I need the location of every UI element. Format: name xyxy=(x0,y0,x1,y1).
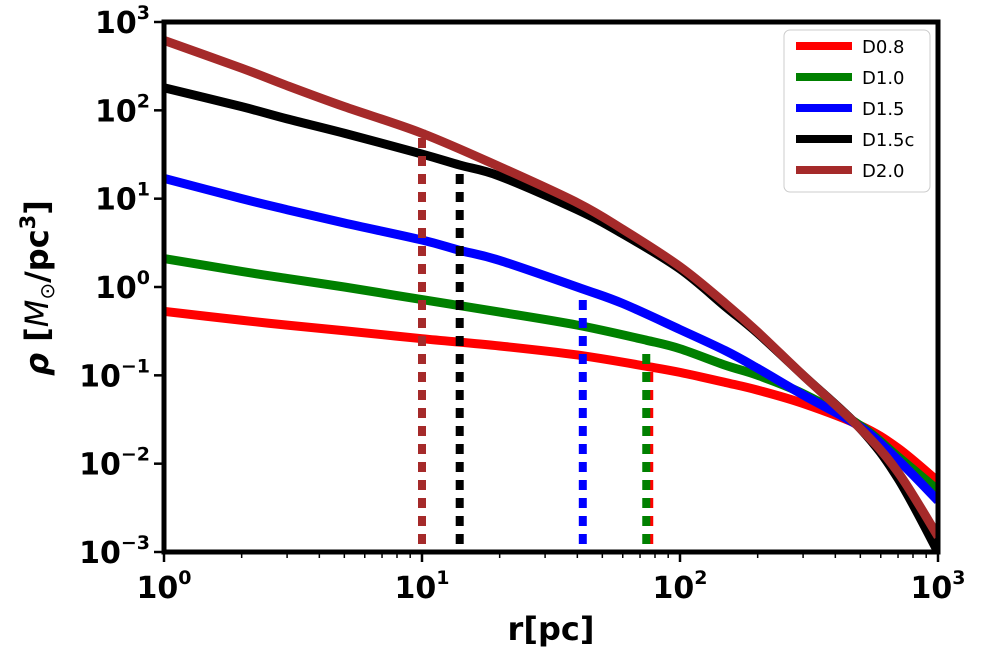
plot-area xyxy=(164,36,938,552)
y-tick-exponent: 1 xyxy=(137,179,150,201)
x-tick-base: 10 xyxy=(137,571,179,606)
y-tick-label: 100 xyxy=(95,267,150,306)
y-axis-label-exp: 3 xyxy=(16,215,40,230)
x-tick-label: 103 xyxy=(911,567,966,606)
series-line-d15 xyxy=(164,173,938,504)
legend-box xyxy=(783,29,931,193)
y-tick-base: 10 xyxy=(95,94,137,129)
y-tick-base: 10 xyxy=(95,183,137,218)
y-axis-label: ρ [M⊙/pc3] xyxy=(16,200,59,376)
y-tick-label: 101 xyxy=(95,179,150,218)
y-tick-exponent: −1 xyxy=(121,355,150,377)
y-tick-base: 10 xyxy=(79,448,121,483)
y-axis-label-m: M xyxy=(18,300,56,328)
y-tick-exponent: 0 xyxy=(137,267,150,289)
y-tick-exponent: −2 xyxy=(121,444,150,466)
legend-label-d15c: D1.5c xyxy=(862,130,914,151)
legend-label-d20: D2.0 xyxy=(862,161,905,182)
y-axis-label-sun: ⊙ xyxy=(35,283,59,300)
y-tick-base: 10 xyxy=(79,359,121,394)
y-tick-base: 10 xyxy=(95,6,137,41)
x-axis-label: r[pc] xyxy=(508,610,595,648)
x-tick-exponent: 3 xyxy=(952,567,965,589)
y-tick-label: 10−1 xyxy=(79,355,150,394)
y-tick-label: 103 xyxy=(95,2,150,41)
x-tick-label: 100 xyxy=(137,567,192,606)
x-tick-base: 10 xyxy=(653,571,695,606)
y-axis-label-open: [ xyxy=(18,327,56,353)
legend-label-d15: D1.5 xyxy=(862,99,905,120)
legend-label-d08: D0.8 xyxy=(862,37,905,58)
y-tick-exponent: 2 xyxy=(137,90,150,112)
y-tick-label: 10−2 xyxy=(79,444,150,483)
legend-label-d10: D1.0 xyxy=(862,68,905,89)
series-line-d20 xyxy=(164,36,938,539)
y-tick-exponent: −3 xyxy=(121,532,150,554)
x-tick-label: 101 xyxy=(395,567,450,606)
x-tick-exponent: 1 xyxy=(436,567,449,589)
x-tick-exponent: 2 xyxy=(694,567,707,589)
x-tick-base: 10 xyxy=(395,571,437,606)
y-tick-base: 10 xyxy=(95,271,137,306)
plot-frame xyxy=(161,19,941,555)
y-tick-label: 10−3 xyxy=(79,532,150,571)
y-tick-exponent: 3 xyxy=(137,2,150,24)
legend: D0.8 D1.0 D1.5 D1.5c D2.0 xyxy=(783,29,931,193)
series-line-d10 xyxy=(164,254,938,494)
x-tick-base: 10 xyxy=(911,571,953,606)
x-tick-label: 102 xyxy=(653,567,708,606)
y-axis-label-close: ] xyxy=(18,200,56,215)
y-axis-label-unit: /pc xyxy=(18,229,56,283)
y-tick-base: 10 xyxy=(79,536,121,571)
y-axis-label-rho: ρ xyxy=(18,353,56,376)
y-tick-label: 102 xyxy=(95,90,150,129)
x-tick-exponent: 0 xyxy=(178,567,191,589)
